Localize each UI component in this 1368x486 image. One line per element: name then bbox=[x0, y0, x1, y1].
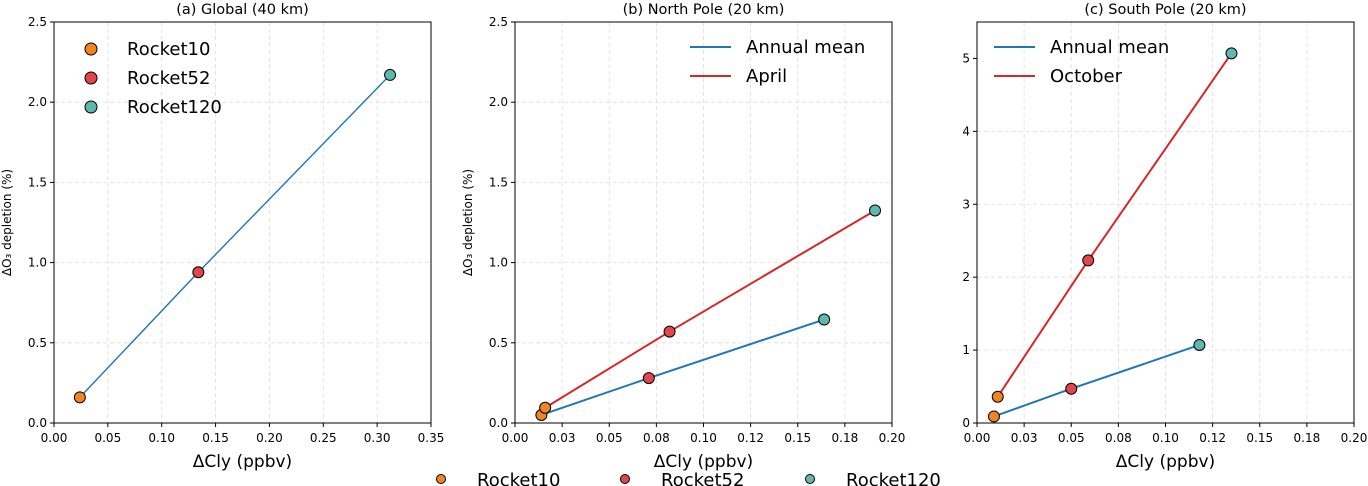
figure-legend-marker bbox=[436, 474, 446, 484]
x-tick-label: 0.12 bbox=[737, 431, 764, 445]
x-tick-label: 0.10 bbox=[1152, 431, 1179, 445]
x-tick-label: 0.18 bbox=[1294, 431, 1321, 445]
data-point-rocket10 bbox=[539, 401, 552, 414]
y-tick-label: 1.5 bbox=[28, 175, 47, 189]
x-tick-label: 0.03 bbox=[1011, 431, 1038, 445]
data-point-rocket52 bbox=[1082, 254, 1095, 267]
data-point-rocket120 bbox=[818, 313, 831, 326]
series-line bbox=[79, 74, 391, 398]
x-tick-label: 0.20 bbox=[256, 431, 283, 445]
x-tick-label: 0.15 bbox=[202, 431, 229, 445]
figure-legend-label: Rocket10 bbox=[477, 470, 560, 486]
x-tick-label: 0.10 bbox=[690, 431, 717, 445]
panel-title: (a) Global (40 km) bbox=[176, 2, 309, 18]
data-point-rocket10 bbox=[991, 390, 1004, 403]
y-tick-label: 0 bbox=[962, 416, 970, 430]
y-tick-label: 0.0 bbox=[28, 416, 47, 430]
y-tick-label: 0.5 bbox=[489, 336, 508, 350]
data-point-rocket52 bbox=[642, 372, 655, 385]
y-tick-label: 2.0 bbox=[489, 95, 508, 109]
legend-label: Annual mean bbox=[1050, 37, 1169, 58]
figure-legend-label: Rocket52 bbox=[661, 470, 744, 486]
legend-label: April bbox=[746, 66, 787, 87]
y-tick-label: 3 bbox=[962, 197, 970, 211]
data-point-rocket120 bbox=[869, 204, 882, 217]
figure-legend-label: Rocket120 bbox=[846, 470, 941, 486]
y-tick-label: 2.5 bbox=[489, 15, 508, 29]
y-tick-label: 1.5 bbox=[489, 175, 508, 189]
legend-label: Annual mean bbox=[746, 37, 865, 58]
legend-label: October bbox=[1050, 66, 1123, 87]
legend-label: Rocket52 bbox=[127, 68, 210, 89]
x-tick-label: 0.00 bbox=[964, 431, 991, 445]
legend-label: Rocket10 bbox=[127, 39, 210, 60]
y-tick-label: 1.0 bbox=[489, 256, 508, 270]
x-tick-label: 0.15 bbox=[784, 431, 811, 445]
y-axis-label: ΔO₃ depletion (%) bbox=[461, 169, 475, 276]
y-tick-label: 0.5 bbox=[28, 336, 47, 350]
data-point-rocket52 bbox=[663, 325, 676, 338]
y-axis-label: ΔO₃ depletion (%) bbox=[0, 169, 14, 276]
y-tick-label: 1 bbox=[962, 343, 970, 357]
data-point-rocket120 bbox=[1193, 338, 1206, 351]
data-point-rocket52 bbox=[1065, 382, 1078, 395]
panel-1: 0.00 0.05 0.10 0.15 0.20 0.25 0.30 0.35 0.0 0.5 1.… bbox=[0, 2, 444, 472]
panel-2: 0.00 0.03 0.05 0.08 0.10 0.12 0.15 0.18 0.20 0.0 0… bbox=[461, 2, 905, 472]
x-axis-label: ΔCly (ppbv) bbox=[193, 452, 292, 472]
x-tick-label: 0.03 bbox=[549, 431, 576, 445]
x-tick-label: 0.35 bbox=[418, 431, 445, 445]
x-axis-label: ΔCly (ppbv) bbox=[1116, 452, 1215, 472]
panel-3: 0.00 0.03 0.05 0.08 0.10 0.12 0.15 0.18 0.20 0 1 2 3… bbox=[962, 2, 1367, 472]
data-point-rocket10 bbox=[987, 410, 1000, 423]
x-tick-label: 0.12 bbox=[1199, 431, 1226, 445]
x-tick-label: 0.20 bbox=[879, 431, 906, 445]
x-axis-label: ΔCly (ppbv) bbox=[654, 452, 753, 472]
x-tick-label: 0.08 bbox=[643, 431, 670, 445]
x-tick-label: 0.15 bbox=[1246, 431, 1273, 445]
x-tick-label: 0.25 bbox=[310, 431, 337, 445]
legend-marker bbox=[84, 100, 98, 114]
y-tick-label: 0.0 bbox=[489, 416, 508, 430]
legend-label: Rocket120 bbox=[127, 97, 222, 118]
data-point-rocket52 bbox=[192, 266, 205, 279]
y-tick-label: 2.0 bbox=[28, 95, 47, 109]
panel-title: (c) South Pole (20 km) bbox=[1084, 2, 1246, 18]
y-tick-label: 4 bbox=[962, 124, 970, 138]
x-tick-label: 0.05 bbox=[94, 431, 121, 445]
x-tick-label: 0.18 bbox=[832, 431, 859, 445]
series-line bbox=[541, 318, 825, 416]
x-tick-label: 0.08 bbox=[1105, 431, 1132, 445]
axes-frame bbox=[53, 21, 432, 424]
x-tick-label: 0.00 bbox=[41, 431, 68, 445]
y-tick-label: 2.5 bbox=[28, 15, 47, 29]
data-point-rocket120 bbox=[384, 68, 397, 81]
y-tick-label: 1.0 bbox=[28, 256, 47, 270]
figure-legend-marker bbox=[805, 474, 815, 484]
x-tick-label: 0.10 bbox=[148, 431, 175, 445]
x-tick-label: 0.05 bbox=[1058, 431, 1085, 445]
figure-legend: Rocket10 Rocket52 Rocket120 bbox=[436, 470, 941, 486]
x-tick-label: 0.00 bbox=[502, 431, 529, 445]
figure-legend-marker bbox=[620, 474, 630, 484]
x-tick-label: 0.30 bbox=[364, 431, 391, 445]
legend-marker bbox=[84, 71, 98, 85]
y-tick-label: 5 bbox=[962, 51, 970, 65]
x-tick-label: 0.05 bbox=[596, 431, 623, 445]
panel-title: (b) North Pole (20 km) bbox=[623, 2, 785, 18]
y-tick-label: 2 bbox=[962, 270, 970, 284]
legend-marker bbox=[84, 42, 98, 56]
axes-frame bbox=[976, 21, 1355, 424]
x-tick-label: 0.20 bbox=[1341, 431, 1368, 445]
axes-frame bbox=[514, 21, 893, 424]
series-line bbox=[544, 209, 876, 409]
data-point-rocket10 bbox=[73, 391, 86, 404]
data-point-rocket120 bbox=[1225, 47, 1238, 60]
